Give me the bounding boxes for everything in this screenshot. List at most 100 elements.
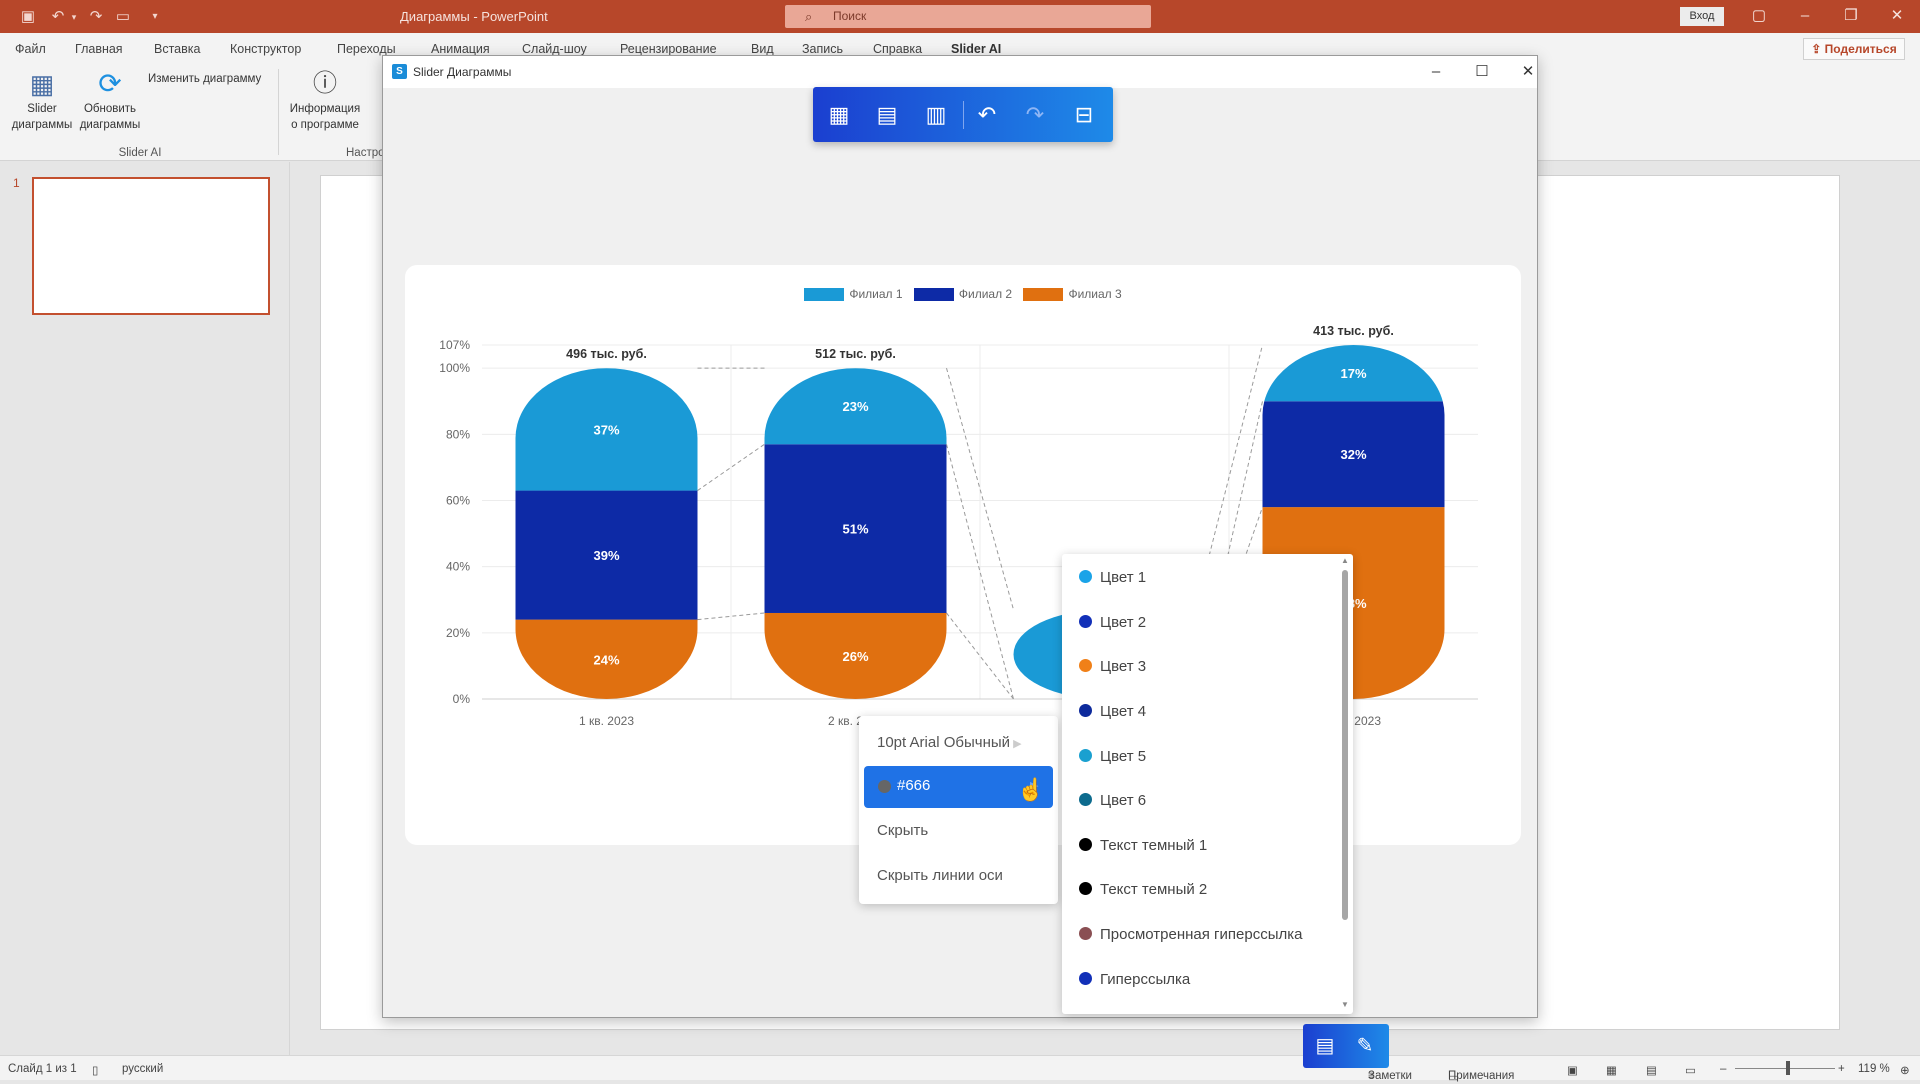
color-submenu-scrollbar[interactable] — [1342, 570, 1348, 920]
close-button[interactable]: ✕ — [1890, 7, 1904, 24]
tab-help[interactable]: Справка — [873, 42, 923, 56]
slide-thumbnail[interactable] — [32, 177, 270, 315]
zoom-slider[interactable] — [1735, 1068, 1835, 1069]
slide-number: 1 — [13, 176, 20, 190]
restore-button[interactable]: ❐ — [1844, 7, 1858, 24]
reading-view-icon[interactable]: ▤ — [1646, 1065, 1657, 1077]
search-icon: ⌕ — [805, 9, 813, 24]
bar-segment[interactable] — [1262, 401, 1445, 508]
normal-view-icon[interactable]: ▣ — [1567, 1065, 1578, 1077]
color-option[interactable]: Цвет 1 — [1079, 568, 1146, 588]
color-dot-icon — [1079, 972, 1092, 986]
group-label-settings: Настро — [346, 147, 385, 159]
color-dot-icon — [1079, 570, 1092, 584]
legend-swatch — [804, 288, 845, 302]
color-dot-icon — [1079, 838, 1092, 852]
tab-design[interactable]: Конструктор — [230, 42, 302, 56]
zoom-level[interactable]: 119 % — [1858, 1063, 1890, 1075]
color-option-label: Цвет 5 — [1100, 748, 1147, 765]
customize-toolbar-icon[interactable]: ▾ — [152, 11, 158, 22]
tab-review[interactable]: Рецензирование — [620, 42, 717, 56]
data-label: 39% — [593, 548, 619, 563]
zoom-out-icon[interactable]: – — [1720, 1063, 1727, 1075]
search-placeholder: Поиск — [833, 9, 867, 23]
bottom-toolbar: ▤ ✎ — [1303, 1024, 1389, 1068]
color-menu-item[interactable]: #666 ▶ — [864, 766, 1053, 808]
ribbon-display-icon[interactable]: ▢ — [1751, 7, 1767, 24]
tab-home[interactable]: Главная — [75, 42, 123, 56]
dialog-maximize-button[interactable]: ☐ — [1475, 63, 1489, 80]
share-button[interactable]: ⇪ Поделиться — [1803, 38, 1905, 60]
bar-segment[interactable] — [515, 490, 698, 620]
undo-icon[interactable]: ↶ — [51, 8, 65, 25]
dialog-close-button[interactable]: ✕ — [1521, 63, 1535, 80]
tab-insert[interactable]: Вставка — [154, 42, 201, 56]
spellcheck-icon[interactable]: ▯ — [92, 1065, 99, 1077]
sorter-view-icon[interactable]: ▦ — [1606, 1065, 1617, 1077]
y-tick-label: 40% — [446, 560, 470, 574]
legend-item[interactable]: Филиал 2 — [913, 287, 1012, 302]
slideshow-view-icon[interactable]: ▭ — [1685, 1065, 1696, 1077]
about-button[interactable]: ⓘ Информация о программе — [286, 67, 364, 133]
color-option[interactable]: Цвет 3 — [1079, 657, 1146, 677]
stacked-bar-chart[interactable]: 0% 20% 40% 60% 80% 100% 107% 24% 39% 37% 496 тыс. … — [405, 265, 1521, 845]
tab-transitions[interactable]: Переходы — [337, 42, 396, 56]
title-bar: ▣ ↶ ▾ ↷ ▭ ▾ Диаграммы - PowerPoint ⌕ Пои… — [0, 0, 1920, 33]
connector-line — [946, 444, 1014, 700]
tab-view[interactable]: Вид — [751, 42, 774, 56]
color-option[interactable]: Гиперссылка — [1079, 970, 1190, 990]
present-icon[interactable]: ▭ — [115, 8, 131, 25]
zoom-slider-thumb[interactable] — [1786, 1061, 1790, 1075]
zoom-in-icon[interactable]: + — [1838, 1063, 1845, 1075]
hide-axis-lines-menu-item[interactable]: Скрыть линии оси — [877, 867, 1003, 884]
tab-animation[interactable]: Анимация — [431, 42, 490, 56]
remove-table-icon[interactable]: ▤ — [876, 102, 898, 127]
slider-charts-button[interactable]: ▦ Slider диаграммы — [8, 67, 76, 133]
tab-slider-ai[interactable]: Slider AI — [951, 42, 1002, 56]
table-settings-icon[interactable]: ▥ — [925, 102, 947, 127]
color-option[interactable]: Цвет 6 — [1079, 791, 1146, 811]
color-option-label: Гиперссылка — [1100, 971, 1191, 988]
data-label: 26% — [842, 649, 868, 664]
color-option[interactable]: Цвет 5 — [1079, 747, 1146, 767]
legend-item[interactable]: Филиал 3 — [1023, 287, 1122, 302]
edit-data-icon[interactable]: ▤ — [1315, 1035, 1335, 1057]
color-option[interactable]: Цвет 4 — [1079, 702, 1146, 722]
color-dot-icon — [1079, 927, 1092, 941]
color-option[interactable]: Текст темный 1 — [1079, 836, 1207, 856]
undo-icon[interactable]: ↶ — [977, 102, 997, 127]
undo-dropdown-icon[interactable]: ▾ — [71, 12, 77, 22]
font-menu-item[interactable]: 10pt Arial Обычный ▶ — [877, 734, 1022, 751]
redo-icon[interactable]: ↷ — [89, 8, 103, 25]
save-icon[interactable]: ▣ — [20, 8, 36, 25]
color-option[interactable]: Цвет 2 — [1079, 613, 1146, 633]
signin-button[interactable]: Вход — [1680, 7, 1724, 26]
bar-segment[interactable] — [515, 368, 698, 491]
search-box[interactable]: ⌕ Поиск — [785, 5, 1151, 28]
chart-legend: Филиал 1 Филиал 2 Филиал 3 — [405, 287, 1521, 302]
save-icon[interactable]: ⊟ — [1074, 102, 1094, 127]
x-tick-label: 1 кв. 2023 — [579, 714, 634, 728]
tab-file[interactable]: Файл — [15, 42, 46, 56]
tab-record[interactable]: Запись — [802, 42, 844, 56]
status-bar: Слайд 1 из 1 ▯ русский ≡ Заметки ▭ Приме… — [0, 1055, 1920, 1084]
change-chart-button[interactable]: Изменить диаграмму — [148, 73, 262, 85]
minimize-button[interactable]: – — [1800, 7, 1810, 24]
hide-menu-item[interactable]: Скрыть — [877, 822, 929, 839]
tab-slideshow[interactable]: Слайд-шоу — [522, 42, 587, 56]
insert-table-icon[interactable]: ▦ — [828, 102, 850, 127]
bar-segment[interactable] — [764, 444, 947, 613]
color-option[interactable]: Текст темный 2 — [1079, 880, 1207, 900]
legend-item[interactable]: Филиал 1 — [804, 287, 903, 302]
fit-slide-icon[interactable]: ⊕ — [1900, 1065, 1910, 1077]
redo-icon[interactable]: ↷ — [1025, 102, 1045, 127]
scroll-down-icon[interactable]: ▼ — [1341, 1000, 1349, 1009]
color-option[interactable]: Просмотренная гиперссылка — [1079, 925, 1302, 945]
vertical-scrollbar[interactable] — [1902, 162, 1920, 1055]
window-title: Диаграммы - PowerPoint — [400, 9, 548, 24]
dialog-minimize-button[interactable]: – — [1431, 63, 1441, 80]
brush-icon[interactable]: ✎ — [1356, 1035, 1374, 1057]
language[interactable]: русский — [122, 1063, 164, 1075]
refresh-charts-button[interactable]: ⟳ Обновить диаграммы — [78, 67, 142, 133]
scroll-up-icon[interactable]: ▲ — [1341, 556, 1349, 565]
